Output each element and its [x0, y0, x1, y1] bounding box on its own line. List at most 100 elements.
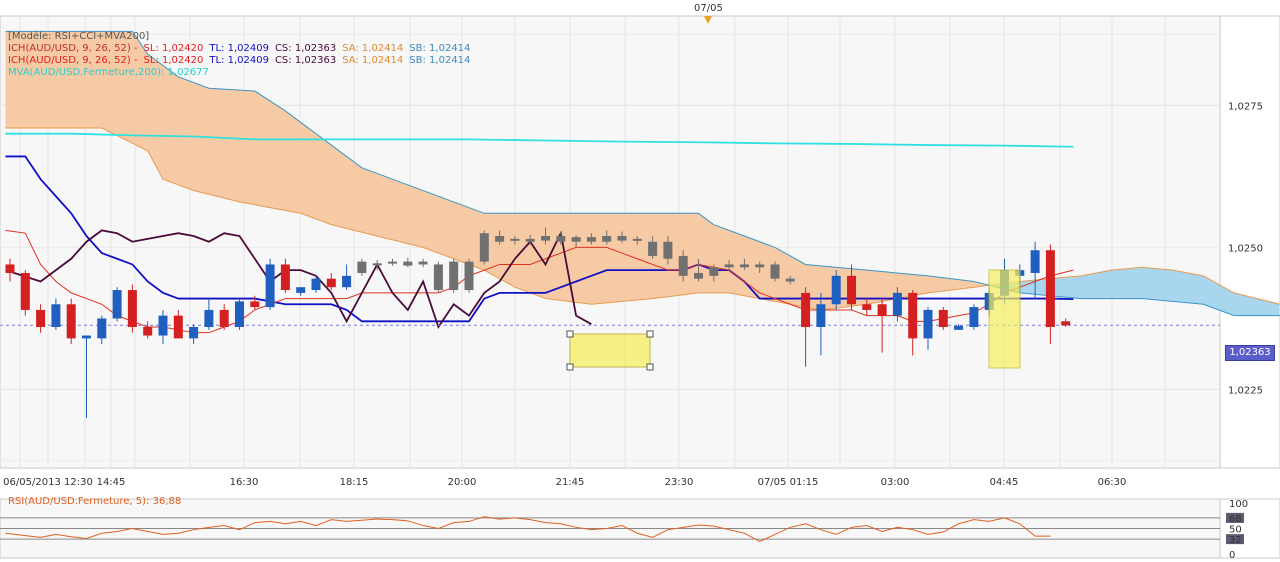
x-tick-label: 21:45 — [556, 477, 585, 488]
candle-body — [342, 275, 352, 288]
candle-body — [892, 292, 902, 316]
legend-sa: SA: 1,02414 — [342, 43, 404, 54]
legend-mva[interactable]: MVA(AUD/USD.Fermeture,200): 1,02677 — [8, 67, 215, 79]
highlight-box — [569, 333, 651, 368]
candle-body — [66, 304, 76, 339]
candle-body — [51, 304, 61, 327]
legend-ich-1[interactable]: ICH(AUD/USD, 9, 26, 52) - SL: 1,02420 TL: … — [8, 43, 476, 55]
ichimoku-cloud — [5, 31, 1280, 316]
candle-body — [143, 326, 153, 336]
candle-body — [403, 261, 413, 266]
candle-body — [326, 278, 336, 288]
legend-ich-name: ICH(AUD/USD, 9, 26, 52) - — [8, 55, 138, 66]
x-tick-label: 06:30 — [1098, 477, 1127, 488]
senkou-b-line — [5, 30, 1280, 317]
candles — [5, 227, 1071, 418]
candle-body — [632, 238, 642, 241]
legend-model: [Modèle: RSI+CCI+MVA200] — [8, 31, 155, 43]
x-tick-label: 07/05 01:15 — [758, 477, 819, 488]
candle-body — [954, 325, 964, 330]
candle-body — [388, 261, 397, 264]
candle-body — [648, 241, 658, 256]
legend-sl: SL: 1,02420 — [143, 55, 204, 66]
candle-body — [877, 304, 887, 316]
legend-tl: TL: 1,02409 — [209, 55, 269, 66]
candle-body — [755, 264, 765, 268]
candle-body — [97, 318, 107, 339]
candle-body — [831, 275, 841, 305]
candle-body — [1045, 250, 1055, 327]
legend-sb: SB: 1,02414 — [409, 43, 471, 54]
candle-body — [709, 267, 719, 276]
candle-body — [556, 236, 566, 242]
candle-body — [694, 272, 703, 279]
candle-body — [311, 278, 321, 291]
legend-model-text: [Modèle: RSI+CCI+MVA200] — [8, 31, 150, 42]
candle-body — [525, 238, 535, 242]
cloud-bearish — [5, 31, 989, 310]
highlight-boxes — [566, 269, 1021, 371]
rsi-level-badge — [1226, 512, 1244, 523]
x-tick-label: 14:45 — [97, 477, 126, 488]
legend-ich-name: ICH(AUD/USD, 9, 26, 52) - — [8, 43, 138, 54]
candle-body — [510, 238, 520, 241]
candle-body — [173, 315, 183, 339]
y-tick-label: 1,0250 — [1228, 243, 1263, 254]
candle-body — [189, 326, 199, 339]
highlight-box — [988, 269, 1021, 369]
x-tick-label: 23:30 — [665, 477, 694, 488]
candle-body — [678, 255, 688, 276]
candle-body — [1030, 250, 1040, 273]
x-tick-label: 06/05/2013 12:30 — [3, 477, 93, 488]
candle-body — [816, 304, 826, 327]
cloud-bullish — [992, 267, 1280, 316]
rsi-axis-area — [1219, 498, 1280, 559]
rsi-line — [5, 516, 1051, 543]
legend-sb: SB: 1,02414 — [409, 55, 471, 66]
candle-body — [724, 264, 734, 268]
rsi-tick-label: 68 — [1229, 514, 1242, 525]
rsi-level-badge — [1226, 534, 1244, 545]
legend-cs: CS: 1,02363 — [274, 43, 337, 54]
x-tick-label: 03:00 — [881, 477, 910, 488]
candle-body — [204, 309, 214, 327]
y-axis-area — [1219, 15, 1280, 469]
mva-line — [5, 132, 1074, 148]
x-tick-label: 16:30 — [230, 477, 259, 488]
candle-body — [617, 236, 627, 241]
candle-body — [20, 272, 30, 310]
highlight-handle — [566, 363, 574, 371]
candle-body — [969, 307, 979, 327]
tenkan-line — [5, 229, 1074, 334]
candle-body — [372, 263, 382, 266]
candle-body — [847, 275, 856, 305]
senkou-a-line — [5, 127, 1280, 311]
legend-sl: SL: 1,02420 — [143, 43, 204, 54]
candle-body — [357, 261, 367, 273]
highlight-handle — [646, 330, 654, 338]
candle-body — [739, 264, 749, 268]
legend-cs: CS: 1,02363 — [274, 55, 337, 66]
candle-body — [785, 278, 795, 282]
candle-body — [235, 301, 244, 327]
candle-body — [770, 264, 780, 279]
candle-body — [479, 233, 489, 262]
rsi-tick-label: 32 — [1229, 535, 1242, 546]
rsi-tick-label: 100 — [1229, 499, 1248, 510]
candle-body — [908, 292, 918, 339]
current-price-label: 1,02363 — [1225, 345, 1275, 361]
candle-body — [219, 309, 229, 327]
candle-body — [265, 264, 275, 308]
candle-body — [36, 309, 46, 327]
candle-body — [1061, 321, 1071, 326]
candle-body — [280, 264, 290, 291]
x-tick-label: 20:00 — [448, 477, 477, 488]
candle-body — [464, 261, 474, 291]
candle-body — [5, 264, 15, 273]
legend-ich-2[interactable]: ICH(AUD/USD, 9, 26, 52) - SL: 1,02420 TL: … — [8, 55, 476, 67]
legend-mva-text: MVA(AUD/USD.Fermeture,200): 1,02677 — [8, 67, 209, 78]
candle-body — [418, 261, 428, 265]
highlight-handle — [566, 330, 574, 338]
